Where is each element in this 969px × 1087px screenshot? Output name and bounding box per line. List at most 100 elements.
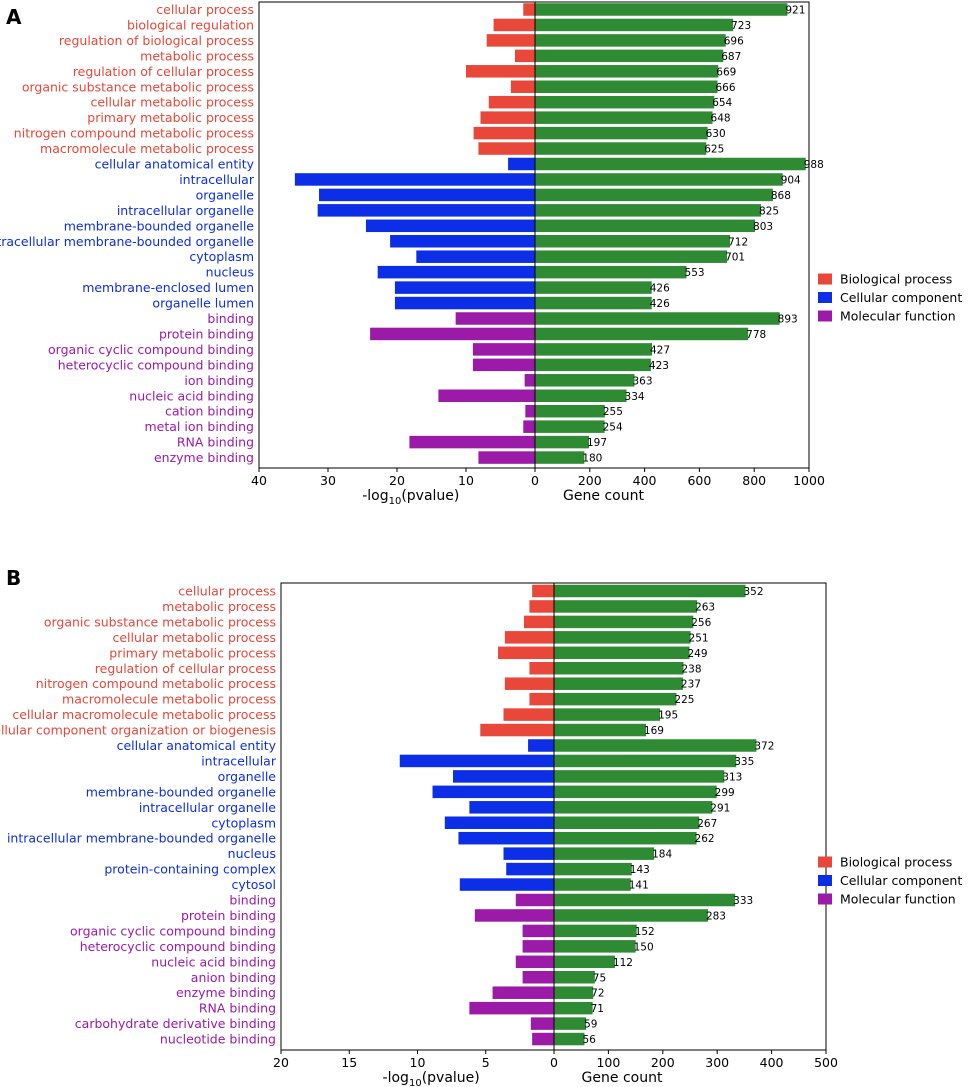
pvalue-bar xyxy=(488,95,535,109)
pvalue-bar xyxy=(469,801,554,814)
pvalue-bar xyxy=(444,816,554,829)
category-label: organic cyclic compound binding xyxy=(48,342,254,357)
pvalue-bar xyxy=(504,631,554,644)
pvalue-bar xyxy=(492,986,554,999)
category-label: cellular component organization or bioge… xyxy=(0,723,276,738)
count-value-label: 180 xyxy=(582,453,602,465)
gene-count-bar xyxy=(554,816,700,829)
chart-panel-B: B 352 cellular process 263 metabolic process… xyxy=(0,566,962,1087)
legend-swatch xyxy=(818,310,832,322)
gene-count-bar xyxy=(554,801,713,814)
count-value-label: 825 xyxy=(759,205,779,217)
pvalue-bar xyxy=(503,708,554,721)
pvalue-axis-title-rest: (pvalue) xyxy=(422,1070,480,1086)
pvalue-bar xyxy=(525,404,535,418)
count-value-label: 197 xyxy=(587,437,607,449)
category-label: organelle xyxy=(218,769,277,784)
count-value-label: 256 xyxy=(691,617,711,629)
count-value-label: 255 xyxy=(603,406,623,418)
pvalue-bar xyxy=(480,111,535,124)
pvalue-bar xyxy=(438,389,535,402)
pvalue-tick-label: 10 xyxy=(410,1055,426,1070)
category-label: cation binding xyxy=(165,404,254,419)
gene-count-bar xyxy=(554,677,683,690)
count-value-label: 921 xyxy=(785,5,805,17)
count-value-label: 427 xyxy=(650,344,670,356)
category-label: intracellular membrane-bounded organelle xyxy=(0,234,254,249)
count-axis-title: Gene count xyxy=(582,1070,663,1086)
category-label: membrane-bounded organelle xyxy=(86,784,277,799)
pvalue-bar xyxy=(515,893,554,907)
category-label: protein binding xyxy=(181,908,276,923)
count-value-label: 666 xyxy=(715,82,735,94)
pvalue-bar xyxy=(529,662,554,675)
gene-count-bar xyxy=(535,235,731,248)
pvalue-bar xyxy=(416,250,535,263)
category-label: protein-containing complex xyxy=(104,862,276,877)
count-value-label: 893 xyxy=(778,314,798,326)
count-axis-title: Gene count xyxy=(563,488,644,504)
gene-count-bar xyxy=(554,662,684,675)
count-value-label: 59 xyxy=(584,1019,597,1031)
plot-frame xyxy=(258,1,810,469)
count-value-label: 426 xyxy=(650,298,670,310)
count-value-label: 630 xyxy=(706,128,726,140)
pvalue-bar xyxy=(493,18,535,32)
category-label: intracellular xyxy=(201,753,277,768)
gene-count-bar xyxy=(535,296,652,310)
count-value-label: 778 xyxy=(746,329,766,341)
category-label: organic substance metabolic process xyxy=(44,614,276,629)
pvalue-tick-label: 20 xyxy=(273,1055,289,1070)
legend-label: Biological process xyxy=(840,272,952,287)
count-value-label: 363 xyxy=(632,375,652,387)
pvalue-bar xyxy=(365,219,535,233)
count-value-label: 335 xyxy=(734,756,754,768)
count-value-label: 687 xyxy=(721,51,741,63)
category-label: cellular anatomical entity xyxy=(95,157,255,172)
gene-count-bar xyxy=(535,420,605,433)
pvalue-bar xyxy=(523,420,535,433)
count-value-label: 249 xyxy=(687,648,707,660)
pvalue-bar xyxy=(506,862,554,876)
count-value-label: 712 xyxy=(728,236,748,248)
pvalue-bar xyxy=(532,1032,554,1046)
pvalue-axis-title-sub: 10 xyxy=(389,496,402,507)
gene-count-bar xyxy=(554,770,725,783)
pvalue-tick-label: 30 xyxy=(320,473,336,488)
count-value-label: 333 xyxy=(733,895,753,907)
count-value-label: 72 xyxy=(591,988,604,1000)
gene-count-bar xyxy=(535,126,708,140)
count-value-label: 553 xyxy=(685,267,705,279)
gene-count-bar xyxy=(554,893,736,907)
count-value-label: 352 xyxy=(743,586,763,598)
category-label: intracellular membrane-bounded organelle xyxy=(7,831,276,846)
gene-count-bar xyxy=(535,435,589,449)
category-label: cellular anatomical entity xyxy=(117,738,277,753)
count-value-label: 141 xyxy=(629,880,649,892)
gene-count-bar xyxy=(535,404,605,418)
count-tick-label: 1000 xyxy=(793,473,825,488)
gene-count-bar xyxy=(535,312,780,325)
gene-count-bar xyxy=(535,204,762,217)
count-value-label: 696 xyxy=(724,35,744,47)
gene-count-bar xyxy=(535,65,719,78)
count-tick-label: 200 xyxy=(651,1055,675,1070)
gene-count-bar xyxy=(535,281,652,294)
category-label: cellular macromolecule metabolic process xyxy=(12,707,276,722)
category-label: cytosol xyxy=(232,877,276,892)
gene-count-bar xyxy=(535,80,718,93)
pvalue-bar xyxy=(498,646,554,660)
legend: Biological process Cellular component Mole… xyxy=(818,855,962,907)
pvalue-bar xyxy=(394,281,535,294)
category-label: nitrogen compound metabolic process xyxy=(36,676,276,691)
category-label: regulation of biological process xyxy=(59,33,254,48)
pvalue-axis-title: -log10(pvalue) xyxy=(362,488,459,507)
gene-count-bar xyxy=(554,584,746,598)
category-label: cytoplasm xyxy=(189,249,254,264)
pvalue-bar xyxy=(528,739,554,752)
count-value-label: 283 xyxy=(706,910,726,922)
count-value-label: 334 xyxy=(625,391,645,403)
category-label: protein binding xyxy=(159,326,254,341)
legend-swatch xyxy=(818,856,832,868)
